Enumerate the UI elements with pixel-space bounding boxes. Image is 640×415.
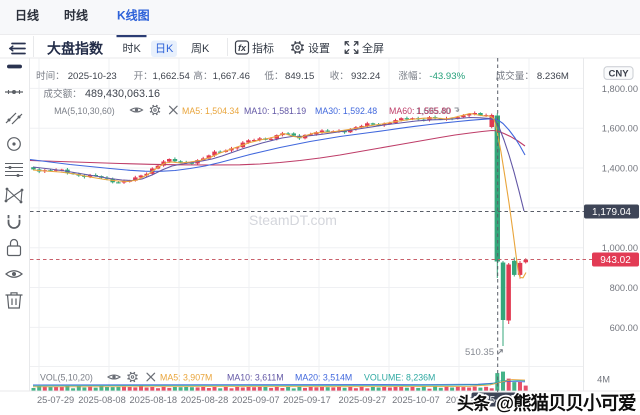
svg-text:2025-08-18: 2025-08-18	[130, 395, 178, 405]
svg-text:MA10: 3,611M: MA10: 3,611M	[227, 373, 284, 383]
svg-text:指标: 指标	[252, 41, 274, 55]
svg-text:@熊猫贝贝小可爱: @熊猫贝贝小可爱	[496, 393, 636, 414]
svg-text:低：: 低：	[264, 70, 283, 82]
svg-text:943.02: 943.02	[600, 255, 631, 266]
svg-text:涨幅：: 涨幅：	[398, 70, 427, 82]
svg-text:MA60: 1,565.80: MA60: 1,565.80	[389, 106, 451, 116]
svg-text:MA5: 1,504.34: MA5: 1,504.34	[182, 106, 239, 116]
svg-text:成交额：: 成交额：	[43, 88, 81, 100]
svg-text:周K: 周K	[191, 42, 210, 55]
svg-text:时线: 时线	[64, 8, 88, 23]
svg-text:2025-10-23: 2025-10-23	[473, 395, 525, 406]
svg-text:1,400.00: 1,400.00	[602, 164, 638, 174]
svg-text:-43.93%: -43.93%	[429, 71, 465, 82]
svg-text:4M: 4M	[597, 375, 610, 385]
svg-text:MA(5,10,30,60): MA(5,10,30,60)	[54, 106, 115, 116]
svg-text:600.00: 600.00	[610, 323, 638, 333]
svg-text:时间：: 时间：	[36, 70, 65, 82]
svg-text:高：: 高：	[193, 70, 212, 82]
svg-text:849.15: 849.15	[285, 71, 314, 82]
svg-text:时K: 时K	[123, 42, 142, 55]
svg-text:VOL(5,10,20): VOL(5,10,20)	[40, 373, 93, 383]
svg-text:2025-10-07: 2025-10-07	[392, 395, 440, 405]
svg-text:CNY: CNY	[608, 68, 629, 79]
svg-text:8.236M: 8.236M	[537, 71, 569, 82]
svg-text:成交量：: 成交量：	[496, 70, 534, 82]
svg-text:MA20: 3,514M: MA20: 3,514M	[295, 373, 352, 383]
svg-text:设置: 设置	[308, 42, 330, 55]
svg-text:1,179.04: 1,179.04	[592, 207, 631, 218]
svg-text:1,667.46: 1,667.46	[213, 71, 250, 82]
svg-text:1,000.00: 1,000.00	[602, 243, 638, 253]
svg-text:2025-08-28: 2025-08-28	[181, 395, 229, 405]
svg-text:VOLUME: 8,236M: VOLUME: 8,236M	[364, 373, 435, 383]
svg-text:头条: 头条	[457, 394, 491, 414]
svg-text:1,800.00: 1,800.00	[602, 84, 638, 94]
svg-text:25-07-29: 25-07-29	[37, 395, 74, 405]
svg-text:800.00: 800.00	[610, 283, 638, 293]
svg-text:大盘指数: 大盘指数	[47, 41, 104, 57]
svg-text:2025-09-07: 2025-09-07	[232, 395, 280, 405]
svg-text:2025-10-23: 2025-10-23	[68, 71, 117, 82]
svg-text:932.24: 932.24	[351, 71, 381, 82]
svg-text:日K: 日K	[155, 43, 174, 55]
svg-text:MA30: 1,592.48: MA30: 1,592.48	[315, 106, 377, 116]
svg-text:SteamDT.com: SteamDT.com	[249, 212, 337, 228]
svg-text:2025-09-27: 2025-09-27	[339, 395, 387, 405]
svg-text:MA5: 3,907M: MA5: 3,907M	[160, 373, 212, 383]
svg-text:1,662.54: 1,662.54	[153, 71, 191, 82]
svg-text:510.35: 510.35	[465, 347, 494, 358]
svg-text:开：: 开：	[134, 71, 153, 82]
svg-text:K线图: K线图	[117, 8, 150, 23]
svg-text:fx: fx	[238, 43, 247, 53]
svg-text:2025-08-08: 2025-08-08	[78, 395, 126, 405]
svg-text:全屏: 全屏	[362, 41, 384, 55]
svg-text:2025-09-17: 2025-09-17	[283, 395, 331, 405]
svg-text:2025-10-17: 2025-10-17	[446, 395, 494, 405]
svg-text:收：: 收：	[330, 70, 349, 82]
svg-text:日线: 日线	[15, 8, 39, 23]
svg-text:1,695.40: 1,695.40	[416, 106, 450, 116]
svg-text:489,430,063.16: 489,430,063.16	[85, 88, 160, 100]
svg-text:1,600.00: 1,600.00	[602, 124, 638, 134]
svg-text:MA10: 1,581.19: MA10: 1,581.19	[244, 106, 306, 116]
